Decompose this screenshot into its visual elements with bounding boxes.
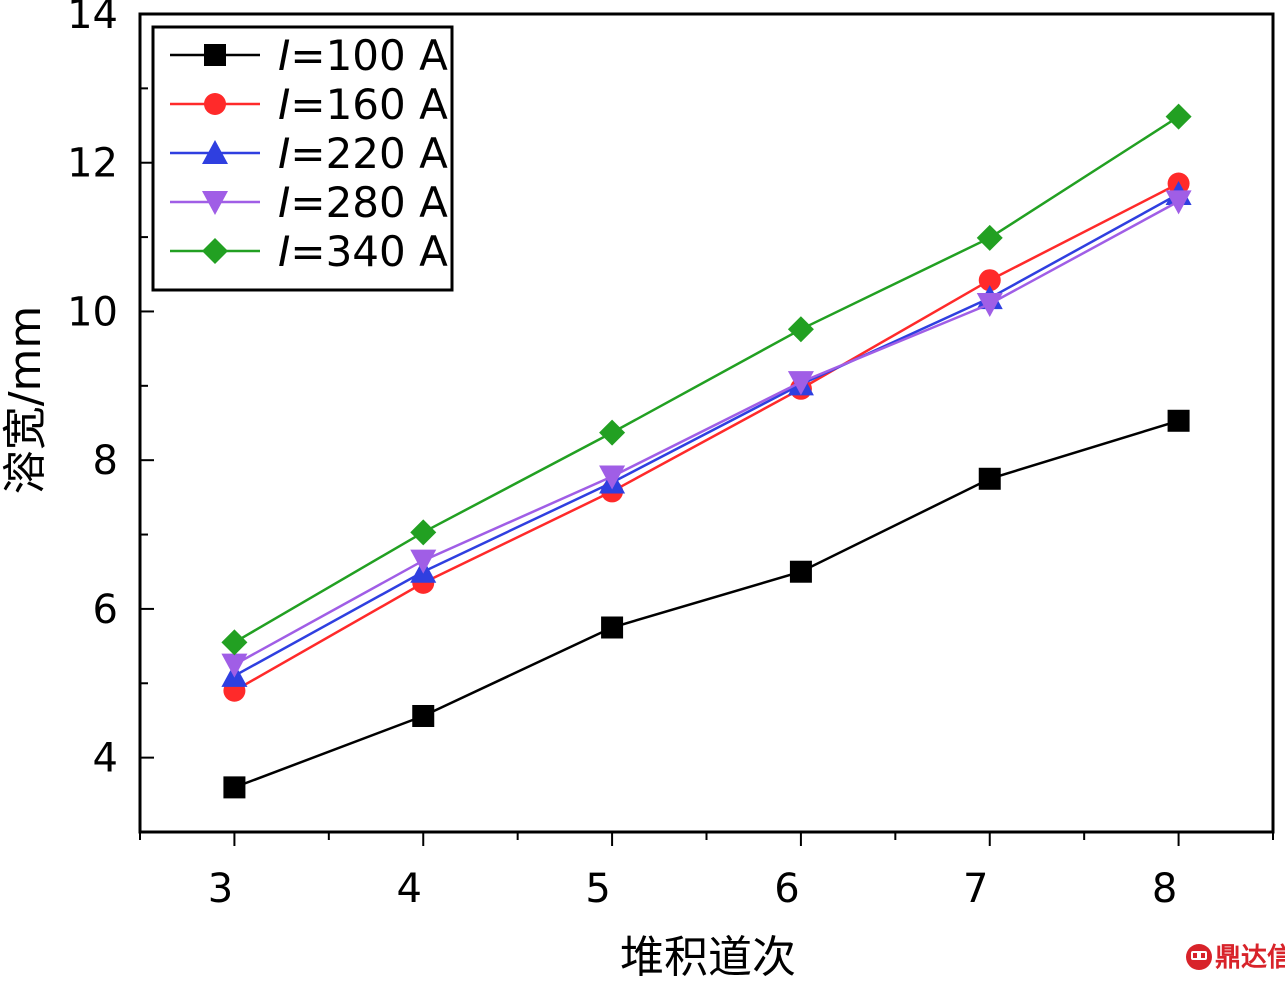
data-point xyxy=(410,549,437,574)
y-tick-label: 8 xyxy=(93,438,118,484)
legend-box xyxy=(151,25,454,292)
legend-item: I=160 A xyxy=(170,80,448,129)
legend-value: =280 A xyxy=(290,178,448,227)
x-tick-label: 8 xyxy=(1152,866,1177,912)
series-5 xyxy=(221,103,1192,656)
data-point xyxy=(1165,190,1192,215)
legend-symbol: I xyxy=(278,129,290,178)
legend-label: I=220 A xyxy=(278,129,448,178)
series-1 xyxy=(223,409,1190,799)
data-point xyxy=(1165,103,1192,130)
legend-symbol: I xyxy=(278,227,290,276)
data-point xyxy=(976,224,1003,251)
x-axis: 3 4 5 6 7 8 xyxy=(139,832,1274,912)
legend-symbol: I xyxy=(278,31,290,80)
x-tick-label: 7 xyxy=(963,866,988,912)
data-point xyxy=(601,616,624,639)
series-4 xyxy=(221,190,1192,678)
data-point xyxy=(412,704,435,727)
data-point xyxy=(410,519,437,546)
series-line xyxy=(233,419,1179,789)
y-axis-title: 溶宽/mm xyxy=(0,306,51,495)
series-group xyxy=(221,103,1192,799)
legend-value: =340 A xyxy=(290,227,448,276)
data-point xyxy=(976,293,1003,318)
x-tick-label: 5 xyxy=(585,866,610,912)
y-tick-label: 6 xyxy=(93,587,118,633)
legend-item: I=100 A xyxy=(170,31,448,80)
legend-value: =220 A xyxy=(290,129,448,178)
legend-item: I=340 A xyxy=(170,227,448,276)
legend-marker xyxy=(204,93,226,115)
data-point xyxy=(787,316,814,343)
data-point xyxy=(599,465,626,490)
y-tick-label: 4 xyxy=(93,736,118,782)
data-point xyxy=(223,776,246,799)
data-point xyxy=(787,371,814,396)
legend-symbol: I xyxy=(278,178,290,227)
legend-label: I=280 A xyxy=(278,178,448,227)
data-point xyxy=(221,653,248,678)
data-point xyxy=(978,467,1001,490)
data-point xyxy=(221,629,248,656)
legend-value: =160 A xyxy=(290,80,448,129)
dingdaxin-logo-icon xyxy=(1186,944,1212,970)
data-point xyxy=(1167,409,1190,432)
legend: I=100 AI=160 AI=220 AI=280 AI=340 A xyxy=(151,25,454,292)
legend-marker xyxy=(202,238,228,264)
legend-item: I=280 A xyxy=(170,178,448,227)
series-line xyxy=(233,115,1180,644)
watermark: 鼎达信 xyxy=(1186,943,1285,973)
series-line xyxy=(233,200,1180,666)
watermark-text: 鼎达信 xyxy=(1215,943,1285,973)
y-tick-label: 12 xyxy=(67,141,118,187)
x-tick-label: 6 xyxy=(774,866,799,912)
legend-marker xyxy=(202,140,228,164)
legend-marker xyxy=(204,44,226,66)
legend-label: I=160 A xyxy=(278,80,448,129)
y-tick-label: 10 xyxy=(67,289,118,335)
data-point xyxy=(978,269,1001,292)
legend-symbol: I xyxy=(278,80,290,129)
x-axis-title: 堆积道次 xyxy=(620,932,796,981)
legend-label: I=100 A xyxy=(278,31,448,80)
x-tick-label: 4 xyxy=(397,866,422,912)
series-line xyxy=(233,192,1180,677)
legend-label: I=340 A xyxy=(278,227,448,276)
x-tick-label: 3 xyxy=(208,866,233,912)
series-line xyxy=(233,182,1180,692)
legend-value: =100 A xyxy=(290,31,448,80)
data-point xyxy=(599,419,626,446)
legend-item: I=220 A xyxy=(170,129,448,178)
data-point xyxy=(789,560,812,583)
y-axis: 4 6 8 10 12 14 xyxy=(67,0,154,833)
legend-marker xyxy=(202,191,228,215)
y-tick-label: 14 xyxy=(67,0,118,38)
